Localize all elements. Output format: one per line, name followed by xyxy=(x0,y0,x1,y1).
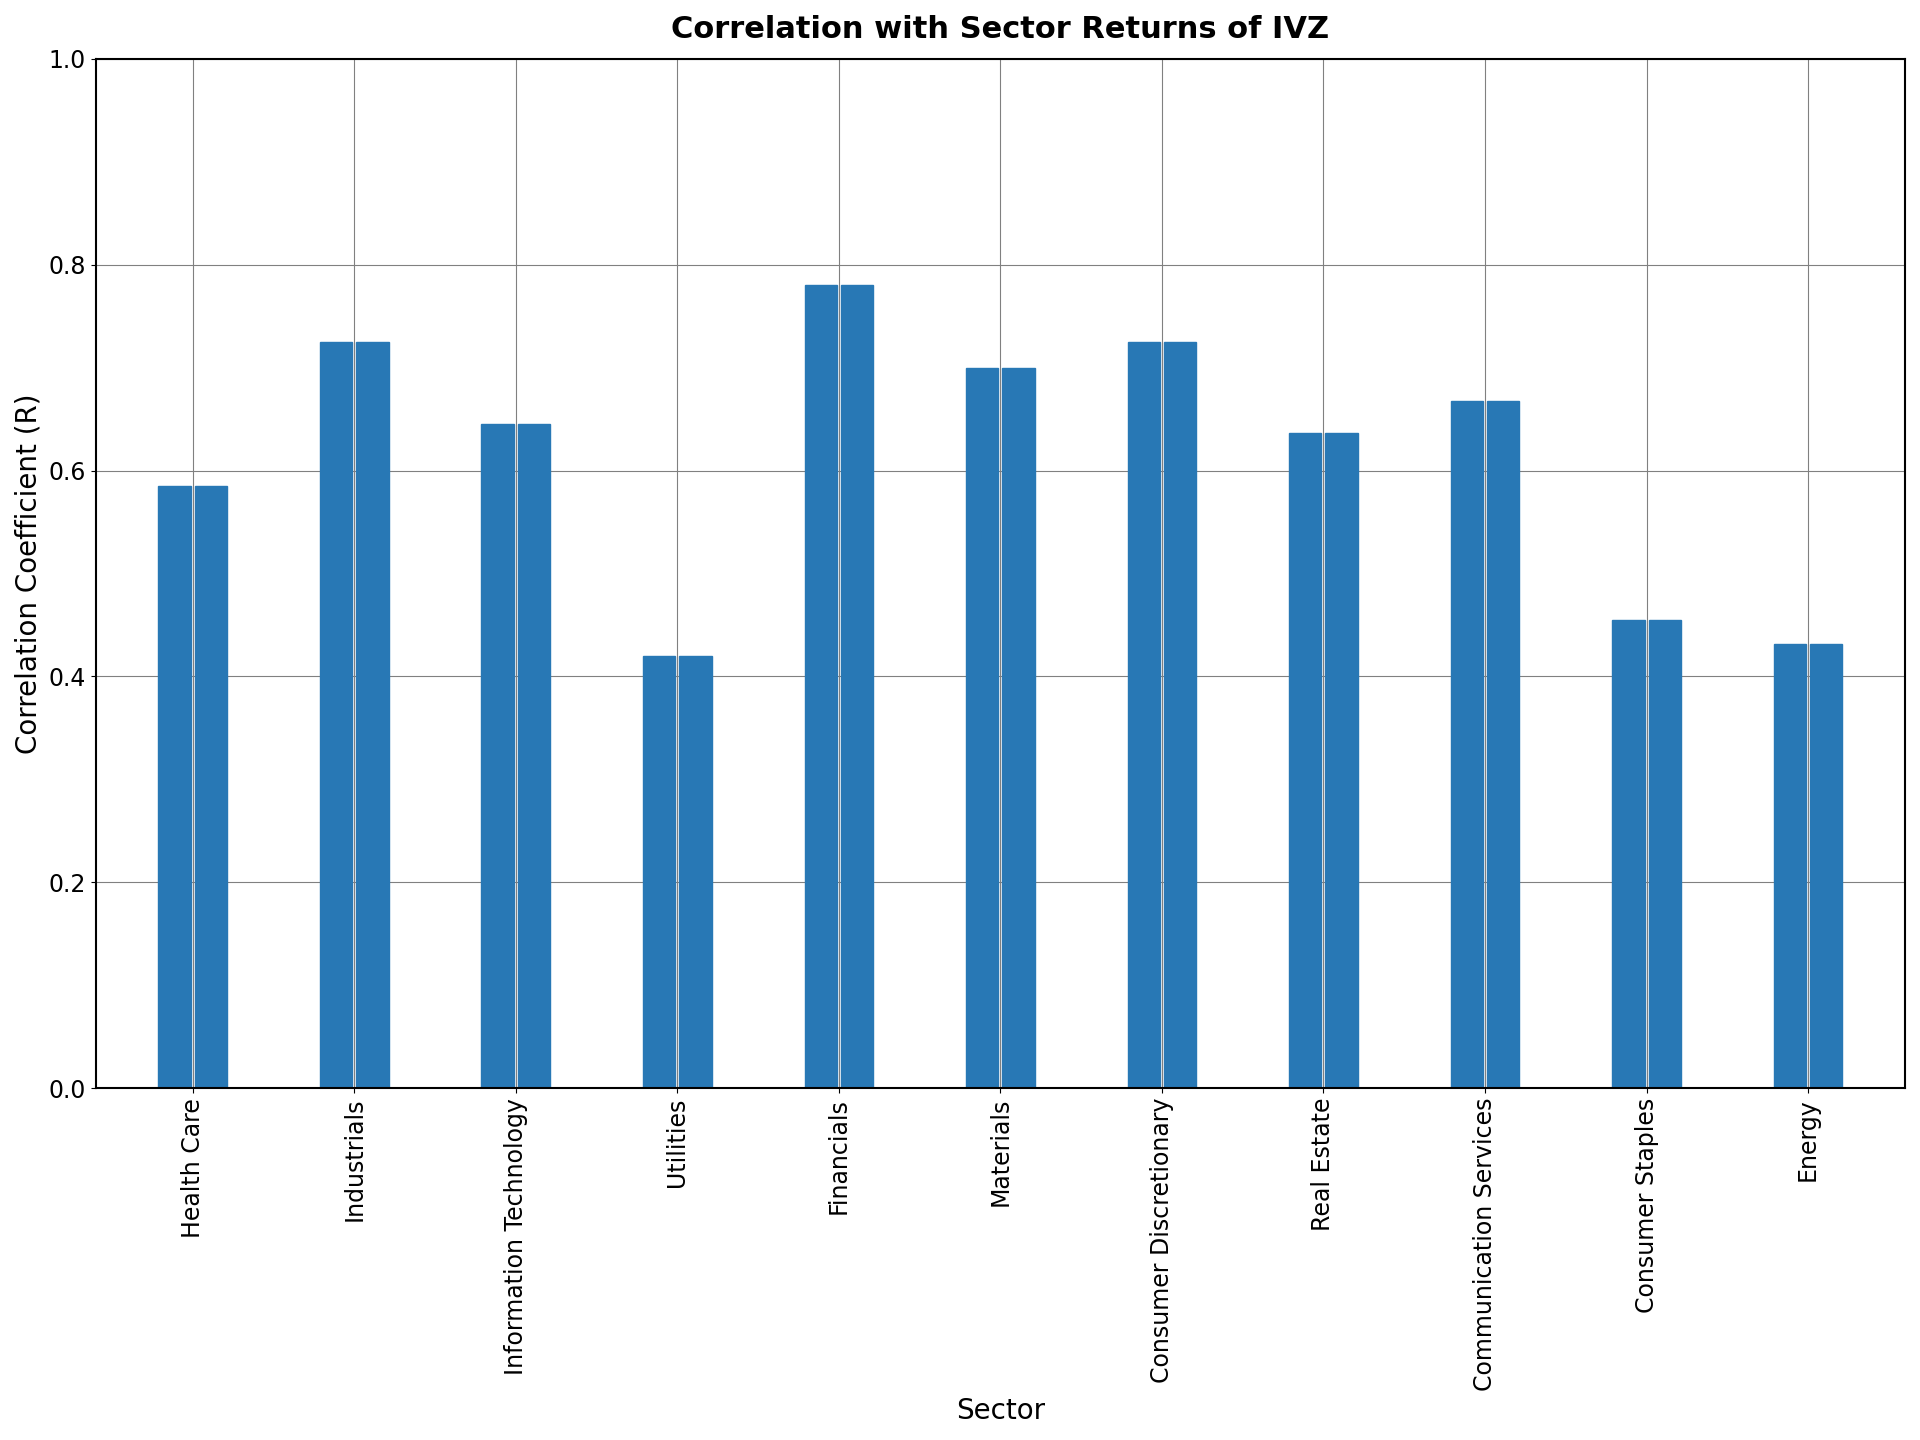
Bar xyxy=(804,285,837,1089)
Bar xyxy=(1127,341,1160,1089)
Bar xyxy=(1811,644,1843,1089)
Bar xyxy=(194,487,227,1089)
Bar xyxy=(1774,644,1807,1089)
Bar xyxy=(1452,400,1482,1089)
Bar xyxy=(1325,432,1357,1089)
Title: Correlation with Sector Returns of IVZ: Correlation with Sector Returns of IVZ xyxy=(672,14,1329,45)
Bar xyxy=(157,487,190,1089)
Bar xyxy=(518,425,551,1089)
Bar xyxy=(357,341,388,1089)
Bar xyxy=(321,341,351,1089)
Bar xyxy=(1486,400,1519,1089)
Bar xyxy=(1288,432,1321,1089)
Bar xyxy=(841,285,874,1089)
Bar xyxy=(643,655,676,1089)
Bar xyxy=(1613,619,1645,1089)
X-axis label: Sector: Sector xyxy=(956,1397,1044,1426)
Bar xyxy=(1002,367,1035,1089)
Y-axis label: Correlation Coefficient (R): Correlation Coefficient (R) xyxy=(15,393,42,753)
Bar xyxy=(680,655,712,1089)
Bar xyxy=(482,425,515,1089)
Bar xyxy=(966,367,998,1089)
Bar xyxy=(1164,341,1196,1089)
Bar xyxy=(1649,619,1680,1089)
